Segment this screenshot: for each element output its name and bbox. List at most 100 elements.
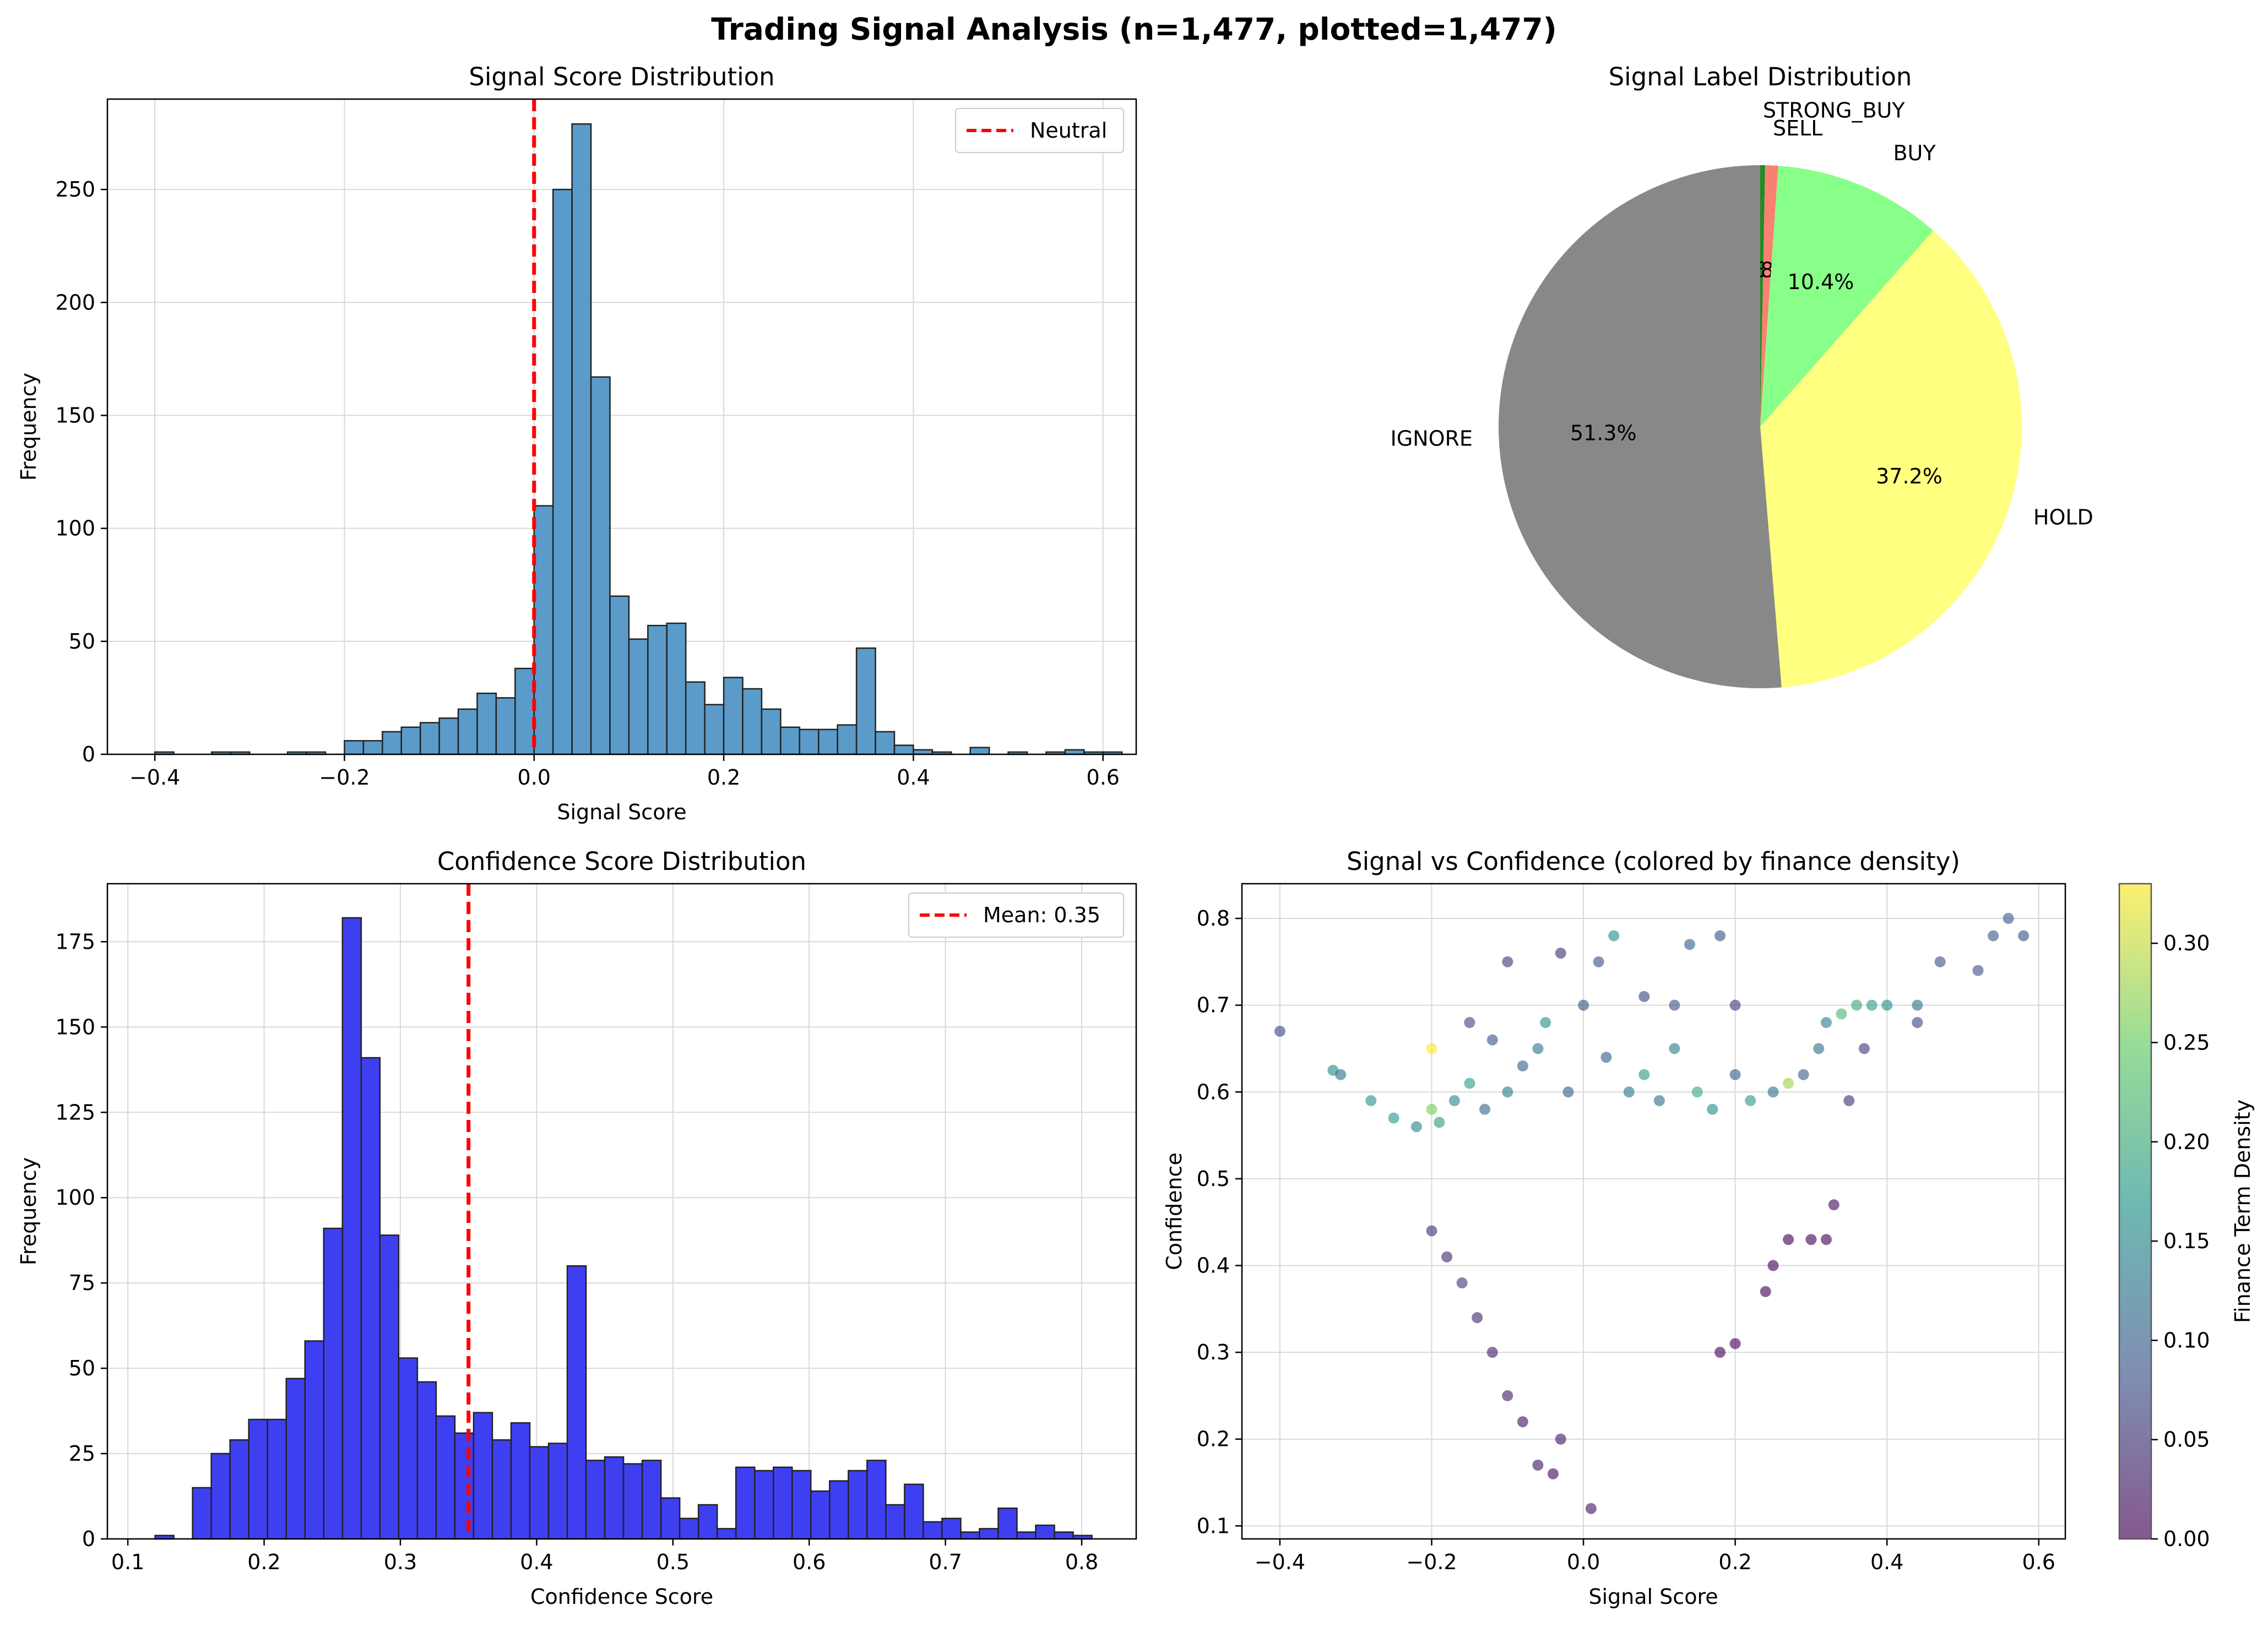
scatter-point [1623,1086,1635,1098]
scatter-x-tick-label: −0.4 [1255,1550,1305,1574]
confidence-bar [604,1456,625,1540]
confidence-bar [848,1470,868,1540]
scatter-point [1669,1043,1680,1054]
scatter-point [2018,930,2030,942]
pie-slice-label: STRONG_BUY [1763,99,1905,123]
scatter-point [1836,1008,1847,1020]
scatter-point [1600,1052,1612,1063]
colorbar-label: Finance Term Density [2231,1100,2255,1323]
scatter-point [1532,1460,1544,1471]
signal-bar [761,708,782,755]
confidence-bar [491,1439,512,1540]
confidence-bar [997,1507,1018,1540]
confidence-bar [979,1528,999,1540]
scatter-point [1760,1286,1771,1297]
scatter-point [1851,999,1863,1011]
scatter-point [1472,1312,1483,1324]
confidence-bar [866,1460,887,1540]
scatter-point [1745,1095,1756,1107]
colorbar-tick-label: 0.10 [2163,1328,2210,1352]
confidence-bar [810,1490,831,1540]
scatter-y-tick-label: 0.5 [1197,1167,1230,1191]
confidence-bar [566,1265,587,1540]
confidence-bar [267,1418,287,1540]
confidence-bar [660,1497,681,1540]
confidence-x-tick-label: 0.5 [656,1550,690,1574]
signal-bar [382,731,402,755]
confidence-x-tick-label: 0.1 [111,1550,144,1574]
confidence-bar [547,1443,568,1540]
pie-slice [1760,230,2022,688]
confidence-bar [960,1531,980,1540]
confidence-x-tick-label: 0.4 [520,1550,553,1574]
pie-slice [1760,165,1778,427]
confidence-y-tick-label: 25 [69,1441,95,1466]
signal-x-tick-label: −0.4 [129,765,180,790]
confidence-bar [679,1517,699,1540]
scatter-point [1434,1117,1445,1128]
legend-label-mean: Mean: 0.35 [983,903,1100,927]
signal-bar [799,728,820,755]
y-axis-label-signal: Frequency [17,373,41,481]
scatter-point [1972,965,1984,976]
signal-y-tick-label: 150 [55,403,95,427]
scatter-point [1691,1086,1703,1098]
scatter-point [1456,1277,1468,1289]
confidence-bar [716,1528,737,1540]
colorbar-tick-label: 0.25 [2163,1030,2210,1054]
confidence-bar [323,1227,344,1540]
scatter-point [1684,939,1695,950]
scatter-point [1410,1121,1422,1133]
x-axis-label-signal: Signal Score [557,800,686,824]
confidence-x-tick-label: 0.3 [384,1550,417,1574]
signal-bar [837,724,858,755]
colorbar-tick-label: 0.30 [2163,931,2210,955]
scatter-point [1585,1503,1597,1514]
signal-y-tick-label: 0 [82,742,95,766]
signal-bar [628,638,649,755]
scatter-point [1479,1103,1490,1115]
colorbar-tick-label: 0.15 [2163,1229,2210,1253]
scatter-point [1934,956,1946,967]
scatter-point [1638,991,1650,1002]
signal-bar [457,708,478,755]
scatter-point [1540,1017,1551,1029]
confidence-y-tick-label: 175 [55,929,95,954]
confidence-x-tick-label: 0.6 [793,1550,826,1574]
colorbar-tick-label: 0.00 [2163,1527,2210,1551]
confidence-bar [473,1412,493,1540]
scatter-point [1486,1034,1498,1046]
scatter-point [1828,1199,1840,1211]
signal-bar [590,376,611,755]
confidence-bar [941,1517,962,1540]
scatter-point [1714,1347,1726,1358]
signal-bar [875,731,896,755]
signal-bar [533,505,554,755]
scatter-point [1441,1251,1453,1263]
signal-bar [419,722,440,755]
scatter-point [1783,1234,1794,1245]
scatter-point [1448,1095,1460,1107]
signal-y-tick-label: 250 [55,177,95,202]
scatter-point [1486,1347,1498,1358]
signal-x-tick-label: 0.6 [1087,765,1120,790]
scatter-point [1274,1025,1285,1037]
colorbar [2118,883,2152,1540]
scatter-point [1714,930,1726,942]
confidence-y-tick-label: 150 [55,1015,95,1039]
pie-slice [1760,166,1934,427]
confidence-bar [229,1439,249,1540]
scatter-y-tick-label: 0.6 [1197,1080,1230,1104]
scatter-x-tick-label: 0.2 [1718,1550,1751,1574]
confidence-bar [829,1480,849,1540]
pie-slice-label: IGNORE [1391,426,1473,450]
confidence-bar [773,1466,793,1540]
signal-bar [685,681,706,755]
signal-confidence-scatter: Signal vs Confidence (colored by finance… [1162,847,2255,1609]
scatter-point [1820,1017,1832,1029]
confidence-bar [641,1460,662,1540]
scatter-y-tick-label: 0.3 [1197,1340,1230,1364]
scatter-point [1547,1468,1559,1479]
scatter-point [1881,999,1893,1011]
colorbar-tick-label: 0.20 [2163,1130,2210,1154]
